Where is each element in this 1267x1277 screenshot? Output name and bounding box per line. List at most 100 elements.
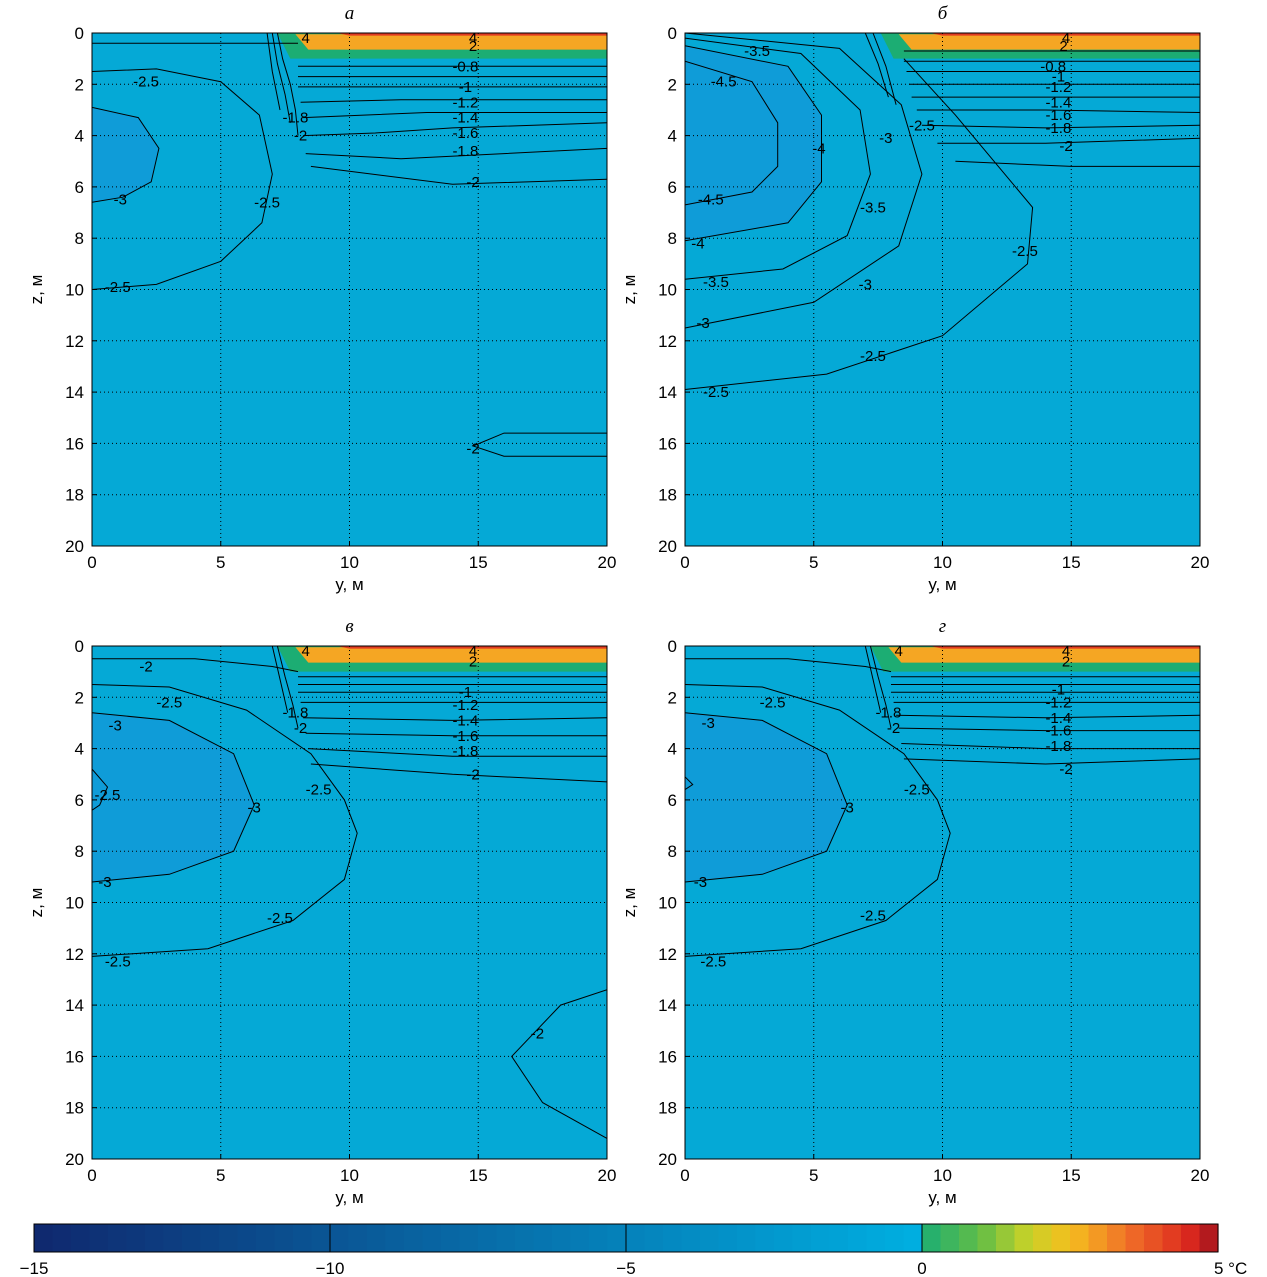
contour-label: -2.5 <box>860 907 886 924</box>
colorbar-swatch <box>996 1224 1016 1252</box>
contour-label: -3 <box>694 874 707 891</box>
panel-2: -2-2.5-3-2.5-3-2.5-3-2.5-2.5-2-2-1.8-1.6… <box>27 616 616 1207</box>
contour-label: -3.5 <box>744 43 770 60</box>
y-tick-label: 2 <box>75 688 84 707</box>
contour-label: -4 <box>691 235 704 252</box>
contour-line <box>869 646 892 729</box>
contour-line <box>511 989 607 1139</box>
contour-label: 2 <box>469 653 477 670</box>
contour-line <box>92 684 358 957</box>
colorbar-swatch <box>792 1224 812 1252</box>
x-tick-label: 0 <box>87 553 96 572</box>
y-tick-label: 6 <box>75 791 84 810</box>
contour-label: -2 <box>531 1025 544 1042</box>
y-tick-label: 14 <box>658 383 677 402</box>
contour-line <box>310 165 607 185</box>
y-tick-label: 8 <box>668 842 677 861</box>
panel-3: -2.5-3-3-2.5-3-2.5-2.5-2-1.8-1.6-1.4-1.2… <box>620 616 1209 1207</box>
colorbar-swatch <box>737 1224 757 1252</box>
contour-line <box>864 33 889 98</box>
contour-label: -3 <box>114 192 127 209</box>
x-tick-label: 10 <box>933 1166 952 1185</box>
colorbar-swatch <box>533 1224 553 1252</box>
contour-label: -3.5 <box>860 199 886 216</box>
x-tick-label: 20 <box>1191 553 1210 572</box>
colorbar-swatch <box>1144 1224 1164 1252</box>
colorbar-swatch <box>644 1224 664 1252</box>
colorbar-swatch <box>404 1224 424 1252</box>
colorbar-swatch <box>866 1224 886 1252</box>
surface-band <box>336 646 607 649</box>
y-axis-label: z, м <box>620 888 639 918</box>
contour-label: -4.5 <box>711 74 737 91</box>
y-tick-label: 6 <box>75 178 84 197</box>
contour-label: -3 <box>702 715 715 732</box>
plot-area: -2.5-3 -2.5-2.5-2-2-1.8-1.6-1.4-1.2-1-0.8… <box>92 30 607 546</box>
colorbar-swatch <box>274 1224 294 1252</box>
colorbar: −15 −10 −5 0 5 °C <box>20 1223 1247 1277</box>
contour-line <box>896 714 1200 719</box>
contour-label: -4 <box>812 140 825 157</box>
contour-label: -3 <box>109 718 122 735</box>
colorbar-swatch <box>959 1224 979 1252</box>
y-tick-label: 6 <box>668 178 677 197</box>
y-tick-label: 16 <box>658 434 677 453</box>
colorbar-swatch <box>626 1224 646 1252</box>
colorbar-swatch <box>219 1224 239 1252</box>
contour-label: -1.6 <box>1045 723 1071 740</box>
x-tick-label: 20 <box>598 1166 617 1185</box>
contour-line <box>685 712 848 883</box>
contour-line <box>308 748 607 757</box>
contour-label: -2.5 <box>1012 243 1038 260</box>
y-tick-label: 20 <box>658 1150 677 1169</box>
y-tick-label: 10 <box>658 281 677 300</box>
y-tick-label: 8 <box>75 229 84 248</box>
colorbar-tick-label: −15 <box>20 1259 49 1277</box>
contour-label: -2 <box>139 659 152 676</box>
contour-label: -1 <box>1052 682 1065 699</box>
surface-band <box>295 34 607 50</box>
contour-line <box>898 727 1200 732</box>
y-tick-label: 10 <box>65 894 84 913</box>
colorbar-swatch <box>1162 1224 1182 1252</box>
contour-label: -2 <box>466 766 479 783</box>
contour-label: 4 <box>895 643 903 660</box>
contour-label: -1 <box>459 684 472 701</box>
contour-line <box>271 33 291 123</box>
contour-label: -2.5 <box>909 117 935 134</box>
y-tick-label: 20 <box>65 537 84 556</box>
colorbar-swatch <box>52 1224 72 1252</box>
colorbar-swatch <box>422 1224 442 1252</box>
contour-line <box>685 45 822 242</box>
y-tick-label: 10 <box>65 281 84 300</box>
colorbar-swatch <box>163 1224 183 1252</box>
y-tick-label: 2 <box>668 75 677 94</box>
contour-label: -2.5 <box>267 910 293 927</box>
colorbar-swatch <box>977 1224 997 1252</box>
plot-area: -2-2.5-3-2.5-3-2.5-3-2.5-2.5-2-2-1.8-1.6… <box>92 646 607 1159</box>
contour-line <box>303 717 607 721</box>
contour-label: -2.5 <box>95 787 121 804</box>
y-tick-label: 6 <box>668 791 677 810</box>
contour-line <box>685 776 694 791</box>
colorbar-swatch <box>1051 1224 1071 1252</box>
y-tick-label: 4 <box>75 127 84 146</box>
y-tick-label: 12 <box>658 332 677 351</box>
colorbar-swatch <box>848 1224 868 1252</box>
contour-line <box>276 33 299 136</box>
contour-line <box>903 758 1200 765</box>
surface-band <box>929 646 1200 649</box>
contour-label: -0.8 <box>452 58 478 75</box>
contour-label: 4 <box>302 30 310 47</box>
colorbar-swatch <box>700 1224 720 1252</box>
contour-line <box>916 109 1200 113</box>
x-tick-label: 10 <box>340 553 359 572</box>
colorbar-swatch <box>237 1224 257 1252</box>
x-axis-label: y, м <box>335 575 363 594</box>
contour-label: -2.5 <box>254 194 280 211</box>
contour-label: 4 <box>1062 643 1070 660</box>
y-tick-label: 0 <box>668 24 677 43</box>
contour-label: -1 <box>459 79 472 96</box>
y-tick-label: 16 <box>65 434 84 453</box>
contour-line <box>937 137 1200 144</box>
